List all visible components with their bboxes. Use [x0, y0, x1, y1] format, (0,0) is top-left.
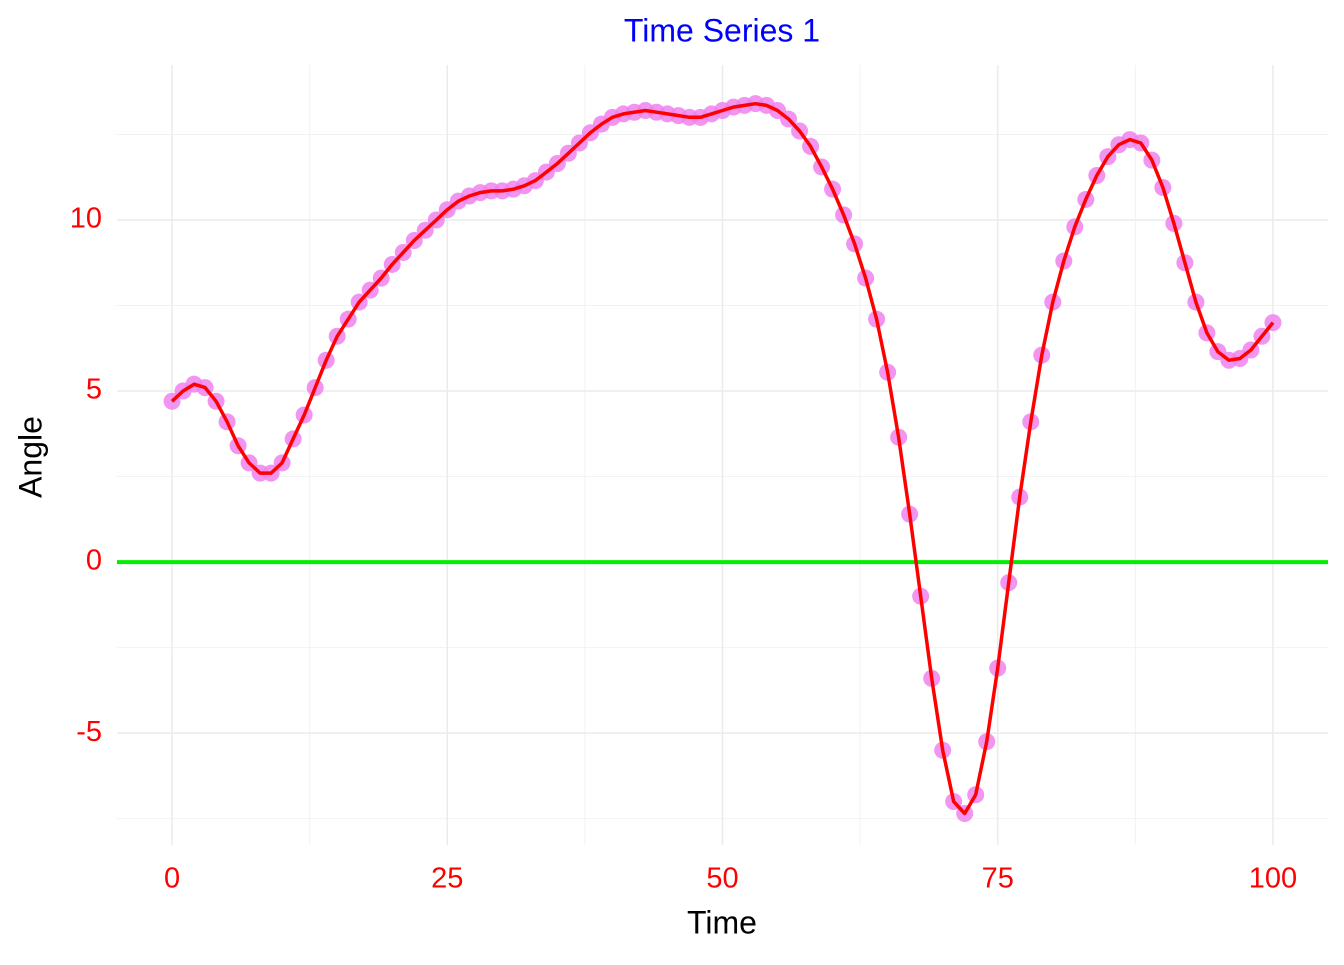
- x-tick-label: 0: [164, 863, 180, 895]
- y-tick-label: 0: [86, 545, 102, 577]
- chart-title: Time Series 1: [624, 12, 820, 48]
- y-tick-label: 5: [86, 374, 102, 406]
- x-tick-label: 75: [982, 863, 1014, 895]
- y-axis-label: Angle: [12, 416, 48, 498]
- y-tick-label: 10: [70, 203, 102, 235]
- x-tick-label: 100: [1249, 863, 1297, 895]
- series-line: [170, 101, 1275, 816]
- y-tick-label: -5: [76, 716, 102, 748]
- x-axis-label: Time: [687, 904, 757, 940]
- x-tick-label: 25: [431, 863, 463, 895]
- x-tick-label: 50: [706, 863, 738, 895]
